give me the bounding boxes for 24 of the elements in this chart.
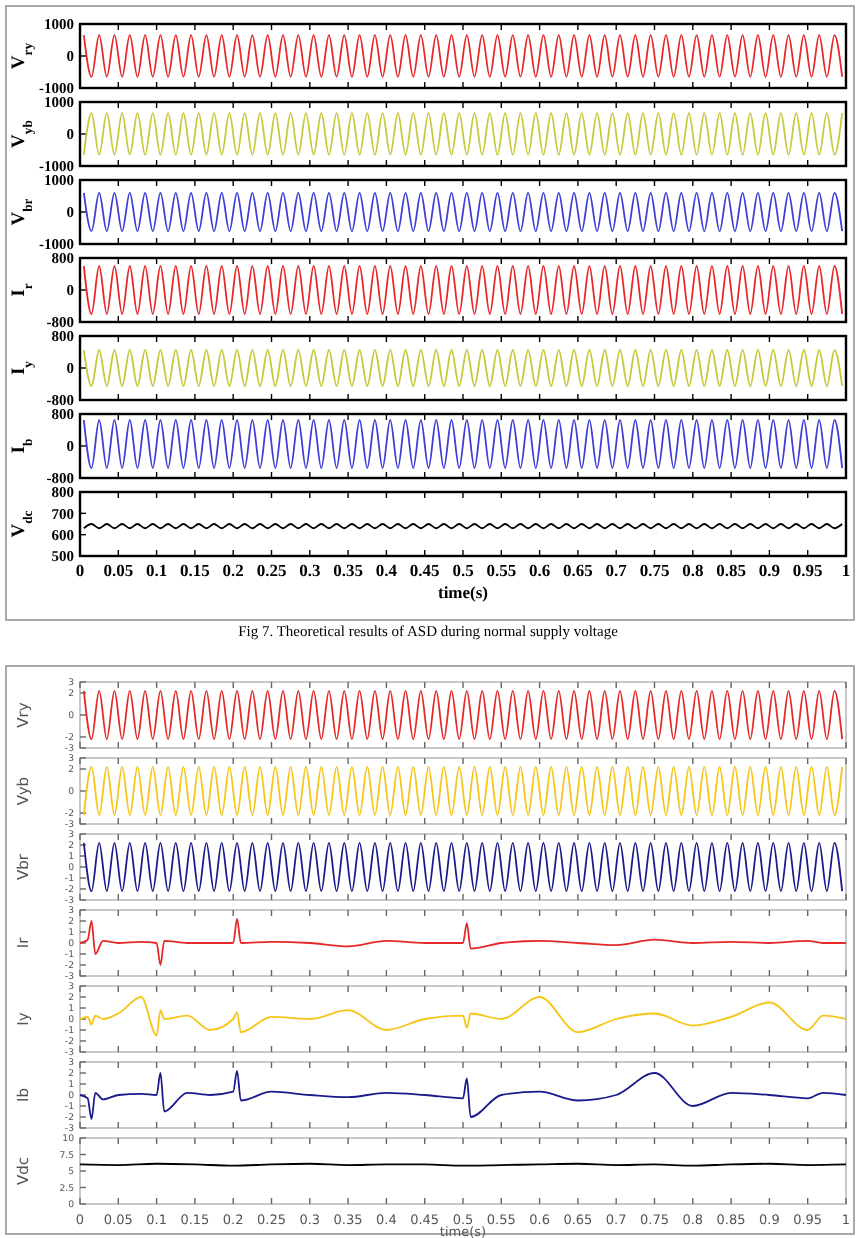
x-tick-label: 0.5 bbox=[452, 560, 474, 580]
x-tick-label: 0.4 bbox=[375, 560, 399, 580]
x-tick-label: 0.7 bbox=[605, 560, 629, 580]
line-series bbox=[79, 996, 847, 1037]
x-tick-label: 0.15 bbox=[180, 560, 210, 580]
x-tick-label: 0.35 bbox=[333, 560, 363, 580]
x-tick-label: 0.1 bbox=[145, 560, 168, 580]
line-series bbox=[79, 917, 847, 966]
x-tick-label: 0.9 bbox=[758, 560, 781, 580]
x-tick-label: 0.85 bbox=[716, 560, 746, 580]
x-axis-title: time(s) bbox=[437, 582, 489, 602]
x-tick-label: 0.65 bbox=[563, 560, 593, 580]
x-tick-label: 0.8 bbox=[682, 560, 704, 580]
x-tick-label: 0.55 bbox=[486, 560, 517, 580]
x-tick-label: 0.6 bbox=[528, 560, 551, 580]
x-tick-label: 0.2 bbox=[222, 560, 244, 580]
x-tick-label: 1 bbox=[841, 560, 851, 580]
x-tick-label: 0.05 bbox=[103, 560, 134, 580]
x-tick-label: 0.75 bbox=[639, 560, 670, 580]
x-tick-label: 0.3 bbox=[299, 560, 321, 580]
line-series bbox=[79, 1069, 847, 1121]
x-tick-label: 0.95 bbox=[792, 560, 823, 580]
x-tick-label: 0.45 bbox=[409, 560, 440, 580]
x-tick-label: 0.25 bbox=[256, 560, 287, 580]
